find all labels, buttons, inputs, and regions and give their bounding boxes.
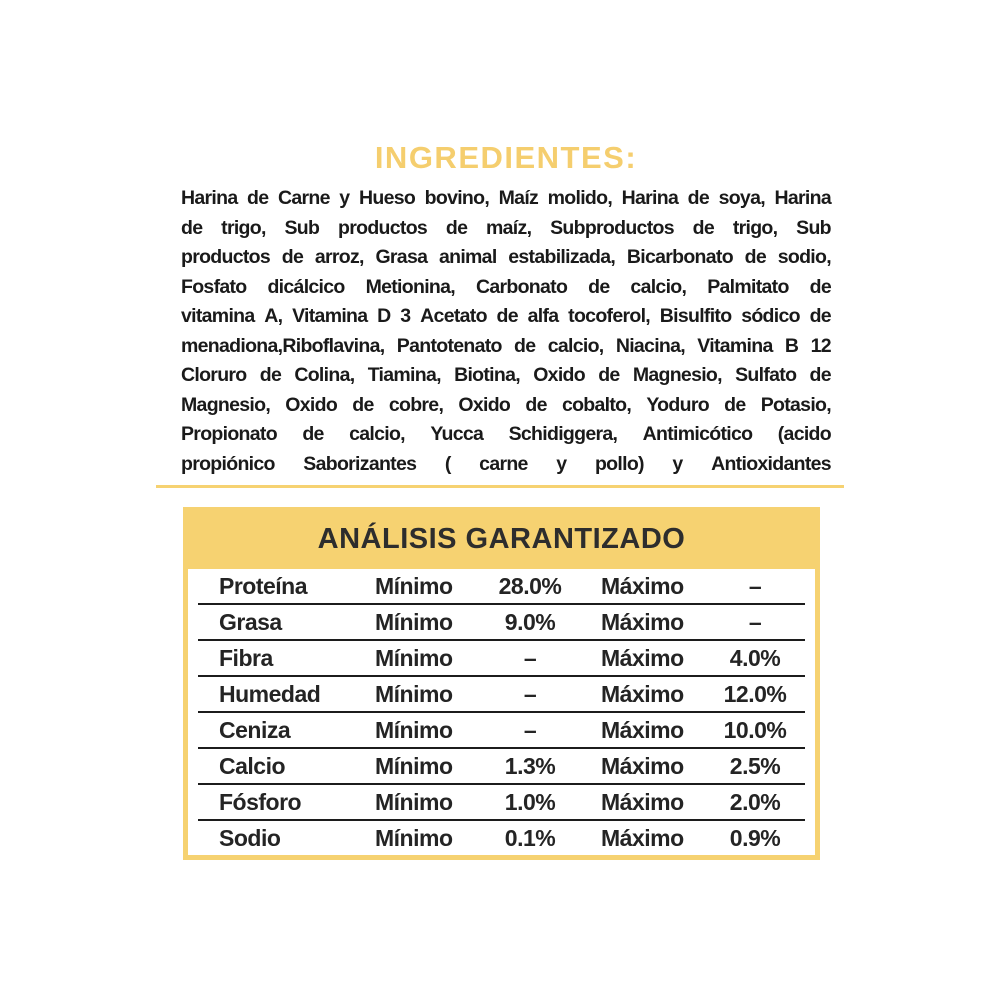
- cell-min-value: –: [523, 716, 537, 743]
- cell-nutrient: Fósforo: [219, 788, 302, 815]
- ingredient-line: menadiona,Riboflavina, Pantotenato de calci…: [181, 334, 832, 357]
- table-row: Grasa Mínimo 9.0% Máximo –: [198, 605, 805, 641]
- analysis-table: Proteína Mínimo 28.0% Máximo – Grasa Mín…: [188, 569, 815, 855]
- ingredient-line: Harina de Carne y Hueso bovino, Maíz molido, Har…: [181, 187, 832, 210]
- cell-min-label: Mínimo: [375, 608, 453, 635]
- cell-nutrient: Calcio: [219, 752, 286, 779]
- cell-max-value: 12.0%: [723, 680, 787, 707]
- cell-min-label: Mínimo: [375, 788, 453, 815]
- cell-min-label: Mínimo: [375, 752, 453, 779]
- cell-min-label: Mínimo: [375, 824, 453, 851]
- cell-min-value: 1.3%: [504, 752, 556, 779]
- cell-max-label: Máximo: [601, 716, 684, 743]
- cell-nutrient: Fibra: [219, 644, 273, 671]
- table-row: Ceniza Mínimo – Máximo 10.0%: [198, 713, 805, 749]
- cell-max-label: Máximo: [601, 608, 684, 635]
- table-row: Calcio Mínimo 1.3% Máximo 2.5%: [198, 749, 805, 785]
- cell-min-label: Mínimo: [375, 716, 453, 743]
- cell-min-value: 9.0%: [504, 608, 556, 635]
- cell-min-value: 1.0%: [504, 788, 556, 815]
- ingredient-line: propiónico Saborizantes(carne y pollo) y Anti…: [181, 452, 832, 475]
- table-row: Fibra Mínimo – Máximo 4.0%: [198, 641, 805, 677]
- ingredient-line: Fosfato dicálcico Metionina, Carbonato de cal…: [181, 275, 832, 298]
- ingredient-line: Magnesio, Oxido de cobre, Oxido de cobalto, Yod…: [181, 393, 832, 416]
- analysis-title: ANÁLISIS GARANTIZADO: [317, 523, 686, 555]
- table-row: Humedad Mínimo – Máximo 12.0%: [198, 677, 805, 713]
- cell-min-value: –: [523, 680, 537, 707]
- cell-max-value: 2.5%: [729, 752, 781, 779]
- analysis-box: ANÁLISIS GARANTIZADO Proteína Mínimo 28.…: [183, 507, 820, 860]
- divider-line: [156, 485, 844, 488]
- cell-max-label: Máximo: [601, 752, 684, 779]
- cell-max-label: Máximo: [601, 788, 684, 815]
- ingredients-paragraph: Harina de Carne y Hueso bovino, Maíz molido, Har…: [181, 184, 832, 479]
- cell-nutrient: Humedad: [219, 680, 321, 707]
- ingredient-line: de trigo, Sub productos de maíz, Subproductos d…: [181, 216, 832, 239]
- cell-max-value: 2.0%: [729, 788, 781, 815]
- cell-max-value: –: [748, 608, 762, 635]
- table-row: Sodio Mínimo 0.1% Máximo 0.9%: [198, 821, 805, 855]
- cell-min-value: 0.1%: [504, 824, 556, 851]
- cell-min-label: Mínimo: [375, 572, 453, 599]
- cell-max-label: Máximo: [601, 644, 684, 671]
- ingredient-line: Cloruro de Colina, Tiamina, Biotina, Oxido de M…: [181, 364, 832, 387]
- table-row: Proteína Mínimo 28.0% Máximo –: [198, 569, 805, 605]
- ingredient-line: productos de arroz, Grasa animal estabilizada…: [181, 246, 832, 269]
- cell-max-label: Máximo: [601, 572, 684, 599]
- cell-nutrient: Ceniza: [219, 716, 291, 743]
- cell-min-value: 28.0%: [498, 572, 562, 599]
- ingredient-line: vitamina A, Vitamina D 3 Acetato de alfa tocofer…: [181, 305, 832, 328]
- cell-max-label: Máximo: [601, 680, 684, 707]
- cell-max-value: –: [748, 572, 762, 599]
- table-row: Fósforo Mínimo 1.0% Máximo 2.0%: [198, 785, 805, 821]
- cell-nutrient: Proteína: [219, 572, 308, 599]
- cell-nutrient: Grasa: [219, 608, 282, 635]
- ingredient-line: Propionato de calcio, Yucca Schidiggera, Anti…: [181, 423, 832, 446]
- cell-max-value: 4.0%: [729, 644, 781, 671]
- cell-max-value: 0.9%: [729, 824, 781, 851]
- cell-max-value: 10.0%: [723, 716, 787, 743]
- cell-max-label: Máximo: [601, 824, 684, 851]
- cell-min-label: Mínimo: [375, 680, 453, 707]
- cell-min-label: Mínimo: [375, 644, 453, 671]
- cell-nutrient: Sodio: [219, 824, 281, 851]
- ingredients-title: INGREDIENTES:: [374, 140, 638, 175]
- cell-min-value: –: [523, 644, 537, 671]
